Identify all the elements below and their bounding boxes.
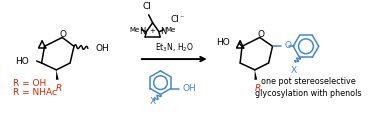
Text: N: N — [160, 27, 166, 36]
Text: R = OH: R = OH — [13, 79, 46, 88]
Text: +: + — [150, 28, 156, 34]
Text: Me: Me — [166, 27, 176, 33]
Text: O: O — [284, 41, 291, 50]
Text: OH: OH — [96, 44, 109, 53]
Text: Me: Me — [129, 27, 139, 33]
Text: Et$_3$N, H$_2$O: Et$_3$N, H$_2$O — [155, 42, 194, 54]
Text: R = NHAc: R = NHAc — [13, 88, 57, 97]
Text: HO: HO — [217, 38, 230, 47]
Text: X: X — [291, 66, 297, 75]
Text: X: X — [150, 97, 156, 106]
Text: R: R — [56, 84, 62, 93]
Text: HO: HO — [15, 57, 29, 66]
Text: N: N — [139, 27, 146, 36]
Text: Cl: Cl — [142, 2, 151, 11]
Polygon shape — [254, 70, 257, 80]
Text: R: R — [255, 84, 261, 93]
Text: OH: OH — [183, 84, 196, 93]
Text: Cl: Cl — [170, 15, 179, 24]
Polygon shape — [56, 70, 59, 80]
Text: O: O — [60, 30, 67, 39]
Text: one pot stereoselective
glycosylation with phenols: one pot stereoselective glycosylation wi… — [255, 77, 361, 98]
Text: ⁻: ⁻ — [179, 13, 184, 22]
Text: O: O — [257, 30, 264, 39]
